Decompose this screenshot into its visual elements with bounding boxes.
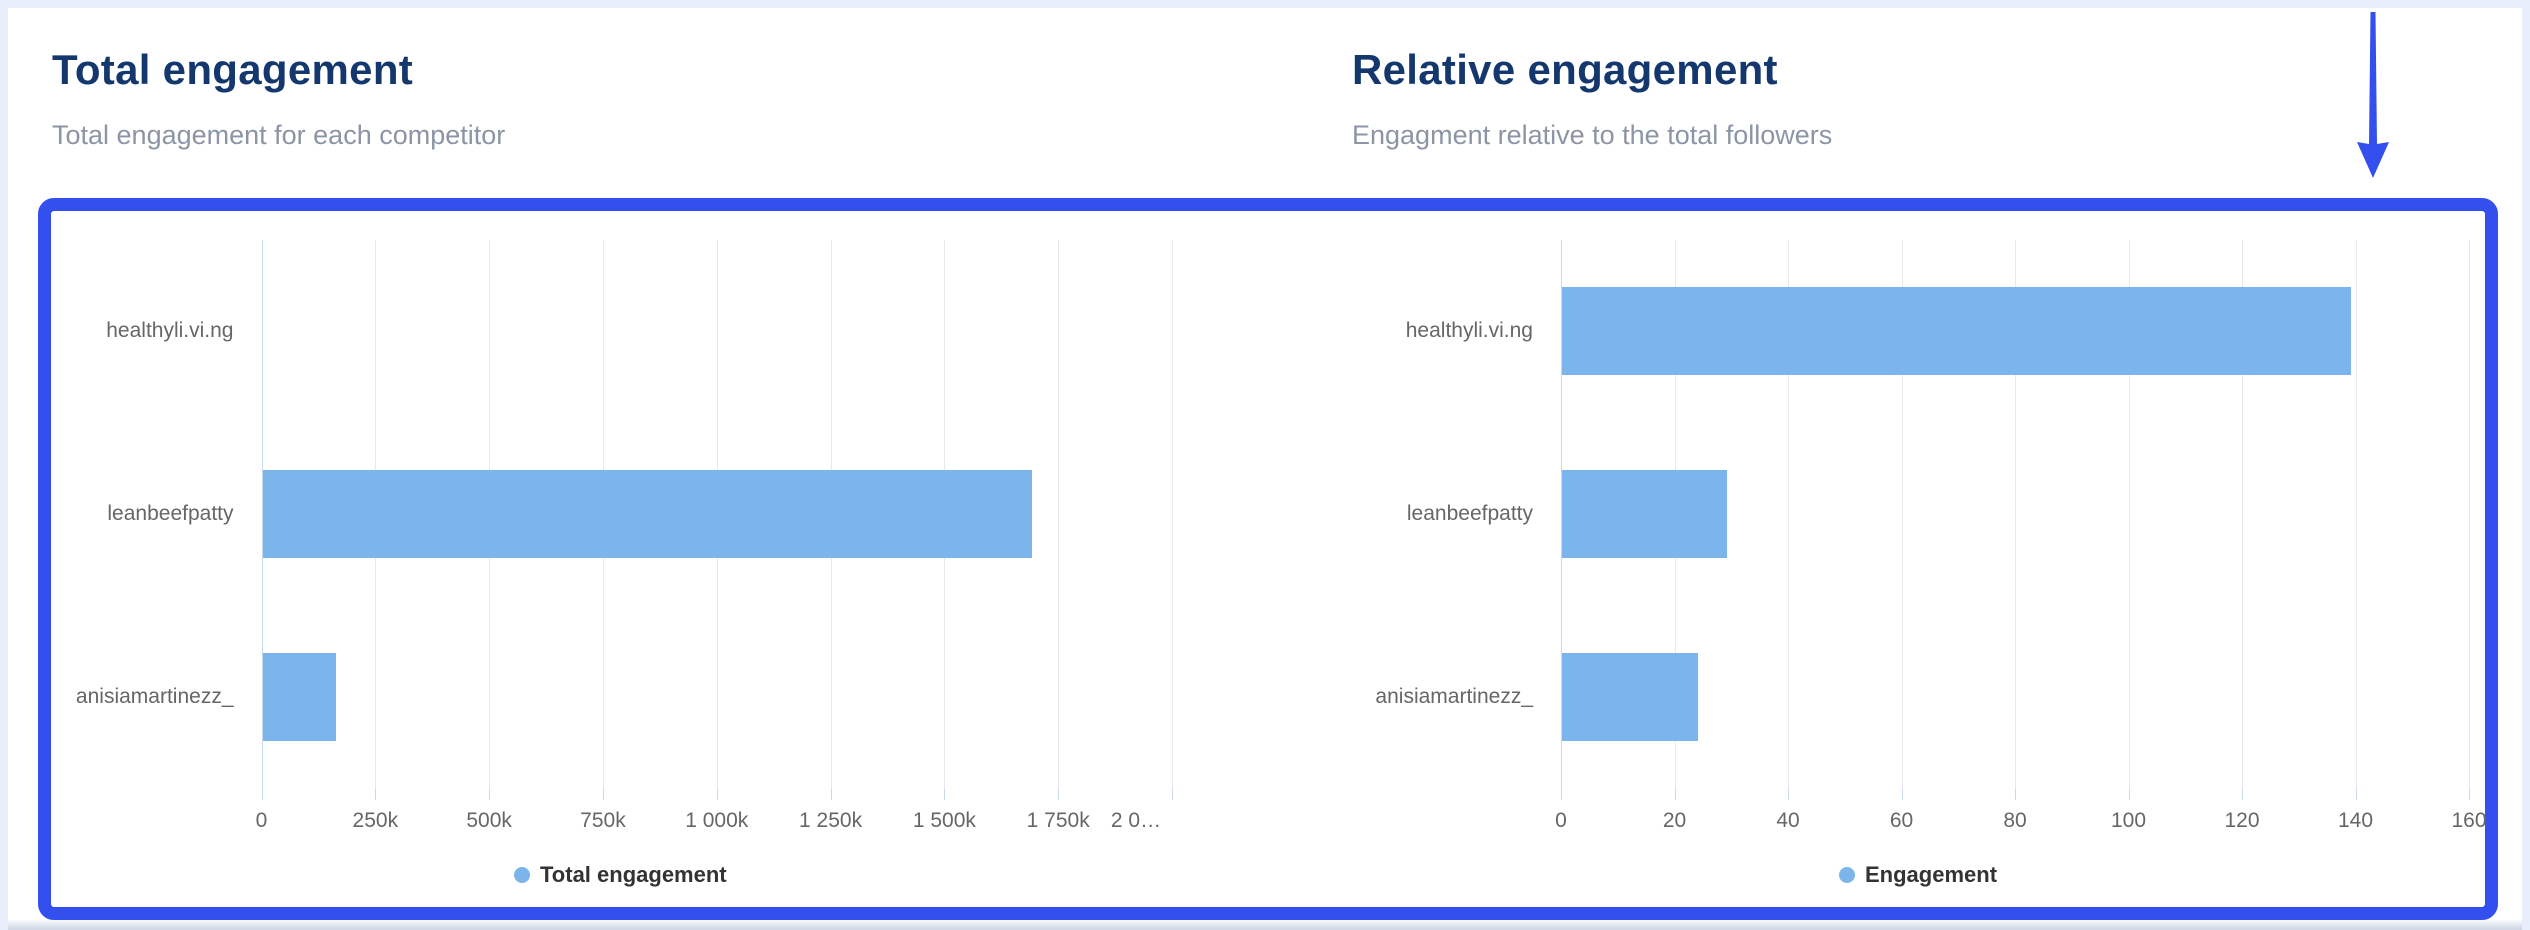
down-arrow-icon xyxy=(2357,12,2389,178)
axis-tick-mark xyxy=(1788,788,1789,800)
legend-label: Total engagement xyxy=(540,862,727,887)
category-label-anisiamartinezz_: anisiamartinezz_ xyxy=(1375,685,1533,708)
value-axis-line xyxy=(1561,239,1562,789)
axis-tick-mark xyxy=(1058,788,1060,800)
relative-engagement-title: Relative engagement xyxy=(1352,46,1778,93)
relative-engagement-legend[interactable]: Engagement xyxy=(1839,861,1997,889)
total-engagement-legend[interactable]: Total engagement xyxy=(514,861,727,889)
axis-tick-label: 1 750k xyxy=(1026,808,1090,832)
axis-tick-mark xyxy=(2015,788,2016,800)
axis-tick-label: 2 0… xyxy=(1110,808,1162,832)
legend-dot-icon xyxy=(514,867,530,883)
axis-tick-label: 160 xyxy=(2451,808,2487,832)
down-arrow-shape xyxy=(2357,12,2389,178)
axis-tick-label: 1 000k xyxy=(685,808,749,832)
axis-tick-label: 100 xyxy=(2110,808,2147,832)
axis-tick-label: 0 xyxy=(1555,808,1567,832)
axis-tick-mark xyxy=(375,788,377,800)
value-axis-line xyxy=(261,239,263,789)
bar-anisiamartinezz_[interactable] xyxy=(1562,653,1698,741)
total-engagement-subtitle: Total engagement for each competitor xyxy=(52,120,506,150)
bar-healthyli.vi.ng[interactable] xyxy=(1562,287,2351,375)
grid-line xyxy=(1901,239,1903,789)
axis-tick-mark xyxy=(2469,788,2470,800)
legend-dot-icon xyxy=(1839,867,1855,883)
axis-tick-mark xyxy=(2355,788,2357,800)
axis-tick-mark xyxy=(602,788,604,800)
bar-anisiamartinezz_[interactable] xyxy=(262,653,336,741)
bottom-edge-shade xyxy=(8,920,2522,930)
grid-line xyxy=(2242,239,2243,789)
axis-tick-label: 1 250k xyxy=(799,808,863,832)
grid-line xyxy=(1788,239,1789,789)
axis-tick-label: 140 xyxy=(2337,808,2374,832)
content-panel: Total engagement Total engagement for ea… xyxy=(8,8,2522,920)
axis-tick-mark xyxy=(1561,788,1562,800)
category-label-leanbeefpatty: leanbeefpatty xyxy=(1406,502,1533,525)
axis-tick-label: 750k xyxy=(580,808,626,832)
grid-line xyxy=(2128,239,2130,789)
grid-line xyxy=(1058,239,1060,789)
axis-tick-mark xyxy=(2242,788,2243,800)
axis-tick-label: 250k xyxy=(352,808,399,832)
axis-tick-label: 0 xyxy=(255,808,268,832)
grid-line xyxy=(2469,239,2470,789)
legend-label: Engagement xyxy=(1865,862,1998,887)
axis-tick-label: 500k xyxy=(466,808,512,832)
bar-leanbeefpatty[interactable] xyxy=(1562,470,1727,558)
category-label-healthyli.vi.ng: healthyli.vi.ng xyxy=(1405,319,1533,342)
highlighted-charts-box: 0 250k 500k 750k 1 000k 1 250k 1 500k 1 750k 2 0… xyxy=(38,198,2498,920)
axis-tick-label: 60 xyxy=(1889,808,1914,832)
total-engagement-title: Total engagement xyxy=(52,46,414,93)
grid-line xyxy=(1172,239,1173,789)
axis-tick-label: 80 xyxy=(2003,808,2027,832)
axis-tick-mark xyxy=(716,788,718,800)
grid-line xyxy=(2355,239,2357,789)
axis-tick-label: 120 xyxy=(2224,808,2260,832)
category-label-leanbeefpatty: leanbeefpatty xyxy=(107,502,234,525)
relative-engagement-subtitle: Engagment relative to the total follower… xyxy=(1352,120,1833,150)
axis-tick-label: 1 500k xyxy=(912,808,976,832)
axis-tick-mark xyxy=(944,788,946,800)
charts-area: 0 250k 500k 750k 1 000k 1 250k 1 500k 1 750k 2 0… xyxy=(51,211,2487,907)
axis-tick-label: 40 xyxy=(1776,808,1800,832)
axis-tick-mark xyxy=(1674,788,1676,800)
category-label-anisiamartinezz_: anisiamartinezz_ xyxy=(75,685,234,708)
axis-tick-mark xyxy=(1901,788,1903,800)
axis-tick-label: 20 xyxy=(1662,808,1687,832)
axis-tick-mark xyxy=(1172,788,1173,800)
category-label-healthyli.vi.ng: healthyli.vi.ng xyxy=(106,319,234,342)
bar-leanbeefpatty[interactable] xyxy=(262,470,1032,558)
axis-tick-mark xyxy=(2128,788,2130,800)
grid-line xyxy=(2015,239,2016,789)
axis-tick-mark xyxy=(261,788,263,800)
axis-tick-mark xyxy=(489,788,491,800)
axis-tick-mark xyxy=(830,788,832,800)
